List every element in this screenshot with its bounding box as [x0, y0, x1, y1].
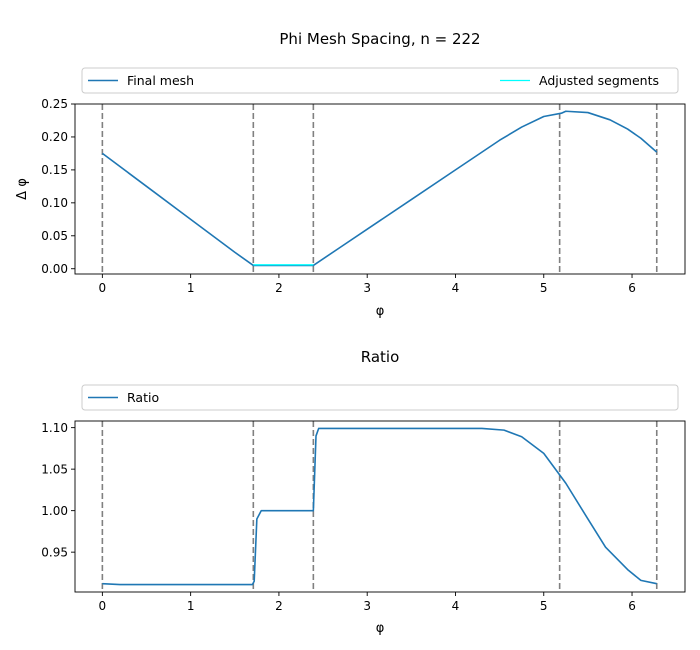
x-axis-label: φ — [376, 621, 385, 636]
legend: Ratio — [81, 384, 679, 411]
x-tick-label: 0 — [99, 599, 107, 613]
y-axis-label: Δ φ — [15, 178, 30, 200]
x-tick-label: 5 — [540, 599, 548, 613]
y-tick-label: 0.25 — [41, 97, 68, 111]
y-tick-label: 0.05 — [41, 229, 68, 243]
chart-ratio: Ratio Ratio 0 1 2 3 4 5 6 0.95 1.00 1.05 1.10 φ — [41, 348, 686, 636]
x-tick-label: 6 — [628, 599, 636, 613]
y-tick-label: 1.10 — [41, 421, 68, 435]
legend: Final mesh Adjusted segments — [81, 67, 679, 94]
chart-title: Phi Mesh Spacing, n = 222 — [279, 30, 480, 48]
x-tick-label: 1 — [187, 599, 195, 613]
x-tick-label: 5 — [540, 281, 548, 295]
x-tick-label: 1 — [187, 281, 195, 295]
axes-frame — [74, 420, 686, 593]
x-tick-label: 4 — [452, 281, 460, 295]
legend-label-ratio: Ratio — [127, 390, 159, 405]
y-tick-label: 1.05 — [41, 462, 68, 476]
plot-area: 0 1 2 3 4 5 6 0.95 1.00 1.05 1.10 — [41, 420, 686, 613]
x-tick-label: 6 — [628, 281, 636, 295]
chart-mesh-spacing: Phi Mesh Spacing, n = 222 Final mesh Adj… — [15, 30, 686, 319]
x-tick-label: 3 — [363, 281, 371, 295]
y-tick-label: 0.20 — [41, 130, 68, 144]
legend-frame — [81, 384, 679, 411]
x-tick-label: 4 — [452, 599, 460, 613]
axes-frame — [74, 103, 686, 275]
x-tick-label: 2 — [275, 599, 283, 613]
y-tick-label: 0.10 — [41, 196, 68, 210]
series-line-ratio — [102, 427, 657, 586]
series-line-final-mesh — [101, 110, 658, 267]
x-tick-label: 3 — [363, 599, 371, 613]
x-tick-label: 2 — [275, 281, 283, 295]
legend-label-adjusted-segments: Adjusted segments — [539, 73, 659, 88]
plot-area: 0 1 2 3 4 5 6 0.00 0.05 0.10 0.15 0.20 0.25 — [41, 97, 686, 295]
chart-title: Ratio — [361, 348, 400, 366]
y-tick-label: 1.00 — [41, 504, 68, 518]
legend-frame — [81, 67, 679, 94]
x-tick-label: 0 — [99, 281, 107, 295]
y-tick-label: 0.95 — [41, 545, 68, 559]
legend-label-final-mesh: Final mesh — [127, 73, 194, 88]
x-axis-label: φ — [376, 304, 385, 319]
y-tick-label: 0.15 — [41, 163, 68, 177]
y-tick-label: 0.00 — [41, 262, 68, 276]
